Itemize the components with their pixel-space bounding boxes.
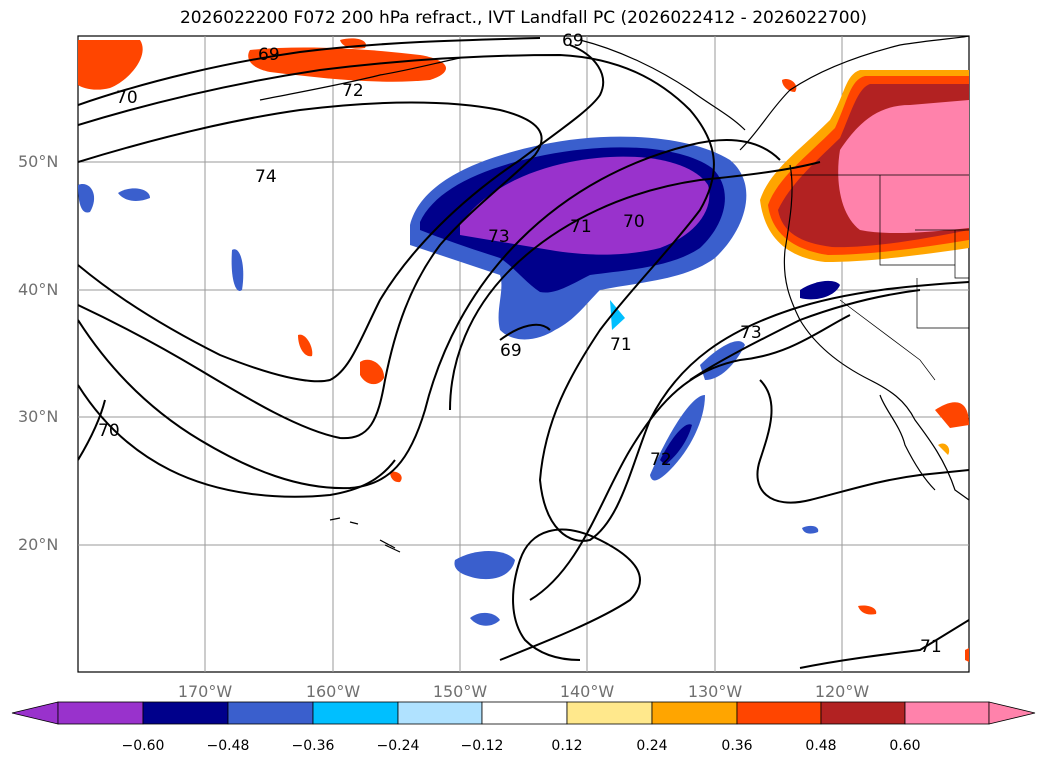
lat-label: 50°N [18,152,59,171]
colorbar-tick: 0.24 [636,738,668,754]
borders [790,174,969,381]
colorbar-swatch [820,701,906,725]
map-title: 2026022200 F072 200 hPa refract., IVT La… [179,8,867,28]
colorbar-swatch [227,701,314,725]
lat-label: 40°N [18,280,59,299]
coastlines [259,36,969,553]
contour-label: 70 [116,88,138,108]
colorbar-swatch [312,701,399,725]
colorbar-tick: 0.12 [551,738,583,754]
colorbar-swatch [142,701,229,725]
colorbar-swatch [904,701,990,725]
colorbar-swatch [57,701,144,725]
height-contours [78,37,969,669]
colorbar-swatch [566,701,653,725]
contour-label: 71 [920,637,942,657]
colorbar-tick: −0.36 [291,738,335,754]
colorbar-swatch [736,701,822,725]
colorbar-tick: −0.60 [121,738,165,754]
contour-label: 69 [562,31,584,51]
contour-label: 70 [98,421,120,441]
lat-label: 30°N [18,407,59,426]
lon-label: 150°W [432,682,488,701]
contour-label: 73 [488,227,510,247]
colorbar-tick: 0.48 [805,738,837,754]
colorbar-tick: −0.24 [376,738,420,754]
contour-label: 74 [255,167,277,187]
colorbar [11,701,1036,725]
colorbar-extend-right [988,701,1036,725]
positive-refractivity-region [78,38,969,662]
contour-label: 73 [740,323,762,343]
colorbar-tick: −0.12 [460,738,504,754]
colorbar-swatch [481,701,568,725]
contour-label: 71 [610,335,632,355]
colorbar-tick: −0.48 [206,738,250,754]
colorbar-extend-left [11,701,59,725]
contour-label: 70 [623,212,645,232]
lon-label: 140°W [559,682,615,701]
lat-label: 20°N [18,535,59,554]
lon-label: 120°W [814,682,870,701]
colorbar-swatch [397,701,483,725]
contour-labels: 69 70 72 74 69 73 71 70 69 71 73 72 70 7… [98,31,942,657]
lon-label: 130°W [687,682,743,701]
contour-label: 69 [500,341,522,361]
colorbar-tick: 0.36 [721,738,753,754]
contour-label: 71 [570,217,592,237]
lon-label: 170°W [177,682,233,701]
contour-label: 72 [342,81,364,101]
contour-label: 69 [258,45,280,65]
colorbar-tick: 0.60 [889,738,921,754]
colorbar-swatch [651,701,738,725]
lon-label: 160°W [305,682,361,701]
contour-label: 72 [650,450,672,470]
